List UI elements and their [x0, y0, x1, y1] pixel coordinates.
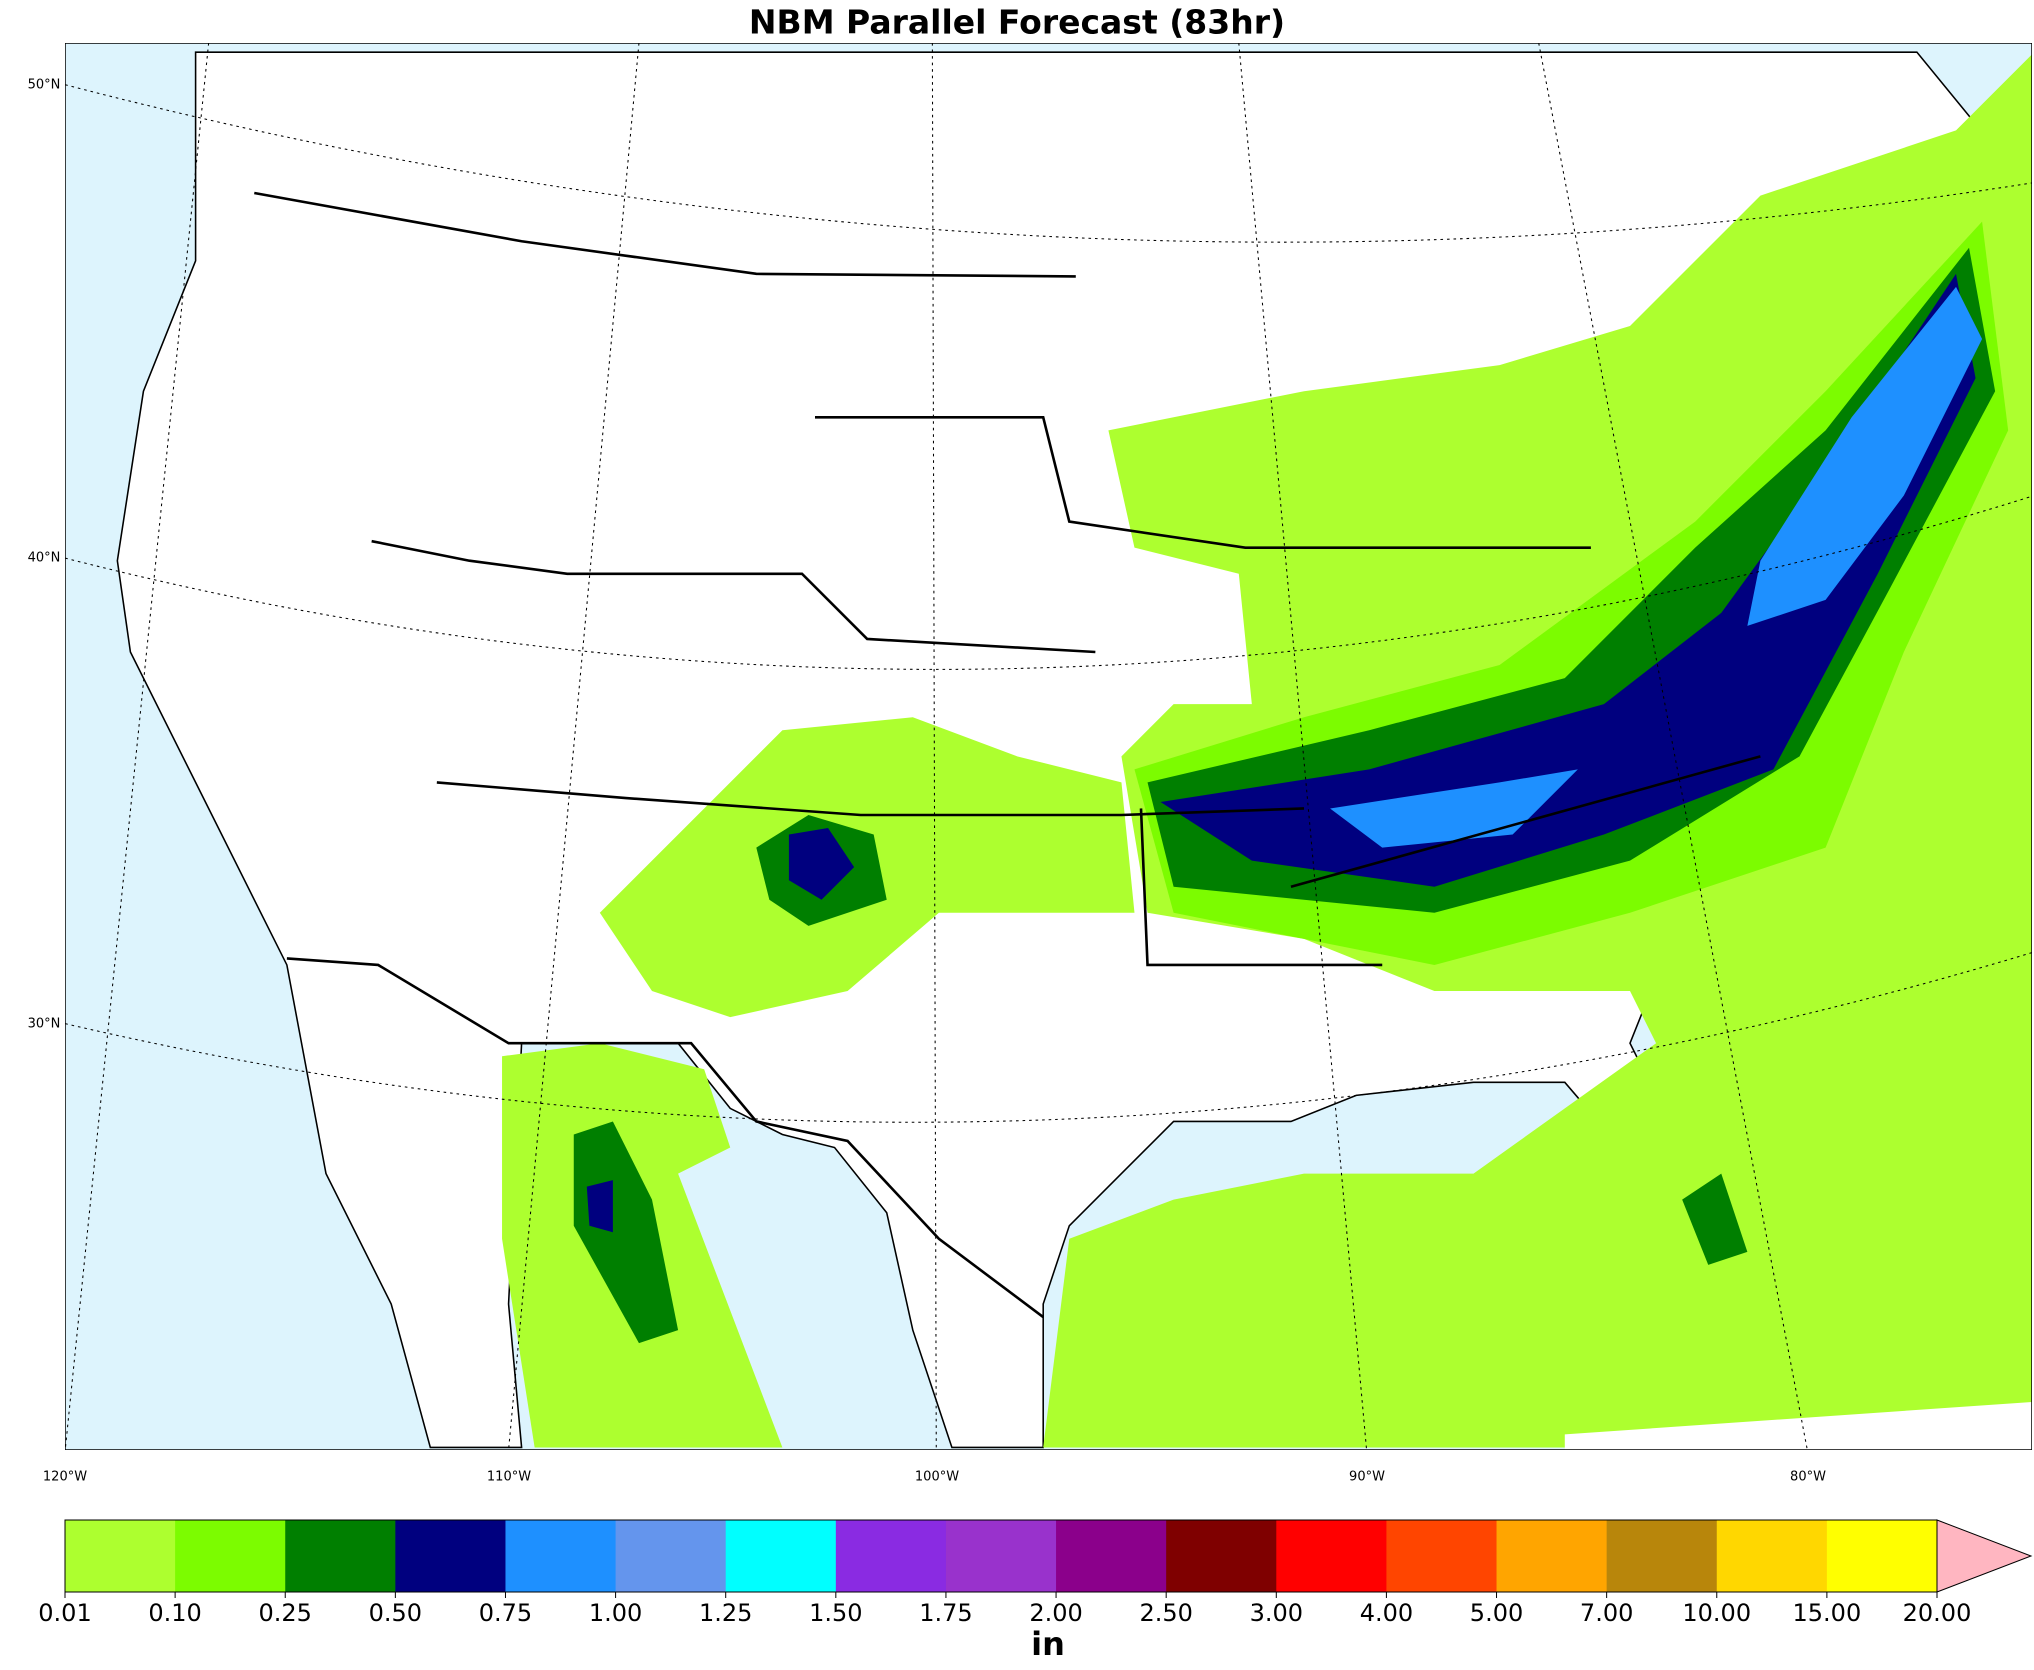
colorbar-segment [285, 1520, 396, 1592]
colorbar-label: 4.00 [1360, 1599, 1413, 1627]
colorbar-label: 1.75 [919, 1599, 972, 1627]
colorbar-unit: in [1031, 1625, 1065, 1663]
colorbar-label: 2.50 [1139, 1599, 1192, 1627]
lon-label: 100°W [915, 1470, 959, 1485]
colorbar-segment [1496, 1520, 1608, 1592]
lat-label: 50°N [28, 78, 61, 93]
colorbar-segment [505, 1520, 617, 1592]
colorbar-segment [65, 1520, 176, 1592]
colorbar-segment [945, 1520, 1057, 1592]
colorbar-frame [64, 1519, 1938, 1593]
colorbar-label: 3.00 [1250, 1599, 1303, 1627]
colorbar-label: 2.00 [1029, 1599, 1082, 1627]
colorbar-segment [1716, 1520, 1828, 1592]
precip-area [1160, 273, 1976, 887]
colorbar-label: 0.75 [479, 1599, 532, 1627]
title: NBM Parallel Forecast (83hr) [749, 3, 1285, 42]
lat-labels: 50°N 40°N 30°N [28, 78, 61, 1032]
lon-labels: 120°W 110°W 100°W 90°W 80°W [43, 1470, 1826, 1485]
colorbar-segment [1386, 1520, 1498, 1592]
colorbar-label: 1.25 [699, 1599, 752, 1627]
lat-label: 40°N [28, 551, 61, 566]
colorbar-segment [615, 1520, 727, 1592]
map [65, 43, 2032, 1450]
colorbar-label: 1.00 [589, 1599, 642, 1627]
colorbar-segment [175, 1520, 286, 1592]
colorbar-label: 0.01 [38, 1599, 91, 1627]
colorbar-label: 15.00 [1793, 1599, 1862, 1627]
colorbar-label: 20.00 [1903, 1599, 1972, 1627]
colorbar-segment [835, 1520, 947, 1592]
colorbar-label: 0.10 [148, 1599, 201, 1627]
lon-label: 80°W [1790, 1470, 1826, 1485]
colorbar-label: 10.00 [1682, 1599, 1751, 1627]
precip-area [586, 828, 855, 1233]
colorbar-segment [1056, 1520, 1167, 1592]
colorbar-segment [725, 1520, 837, 1592]
colorbar-segment [1606, 1520, 1718, 1592]
lon-label: 90°W [1349, 1470, 1385, 1485]
colorbar-extension [1936, 1519, 2033, 1593]
colorbar-segment [1276, 1520, 1387, 1592]
colorbar-segment [1166, 1520, 1277, 1592]
colorbar-label: 0.50 [369, 1599, 422, 1627]
lat-label: 30°N [28, 1017, 61, 1032]
borders [254, 191, 1761, 1319]
colorbar-label: 1.50 [809, 1599, 862, 1627]
colorbar-segment [395, 1520, 506, 1592]
colorbar-segment [1826, 1520, 1938, 1592]
colorbar-label: 5.00 [1470, 1599, 1523, 1627]
colorbar-label: 0.25 [259, 1599, 312, 1627]
lon-label: 110°W [487, 1470, 531, 1485]
colorbar: 0.01 0.10 0.25 0.50 0.75 1.00 1.25 1.50 1.75 2.00… [38, 1519, 2033, 1627]
lon-label: 120°W [43, 1470, 87, 1485]
land [1564, 1401, 2032, 1450]
graticule [65, 43, 2032, 1450]
precip-area [1330, 286, 1983, 848]
colorbar-label: 7.00 [1580, 1599, 1633, 1627]
